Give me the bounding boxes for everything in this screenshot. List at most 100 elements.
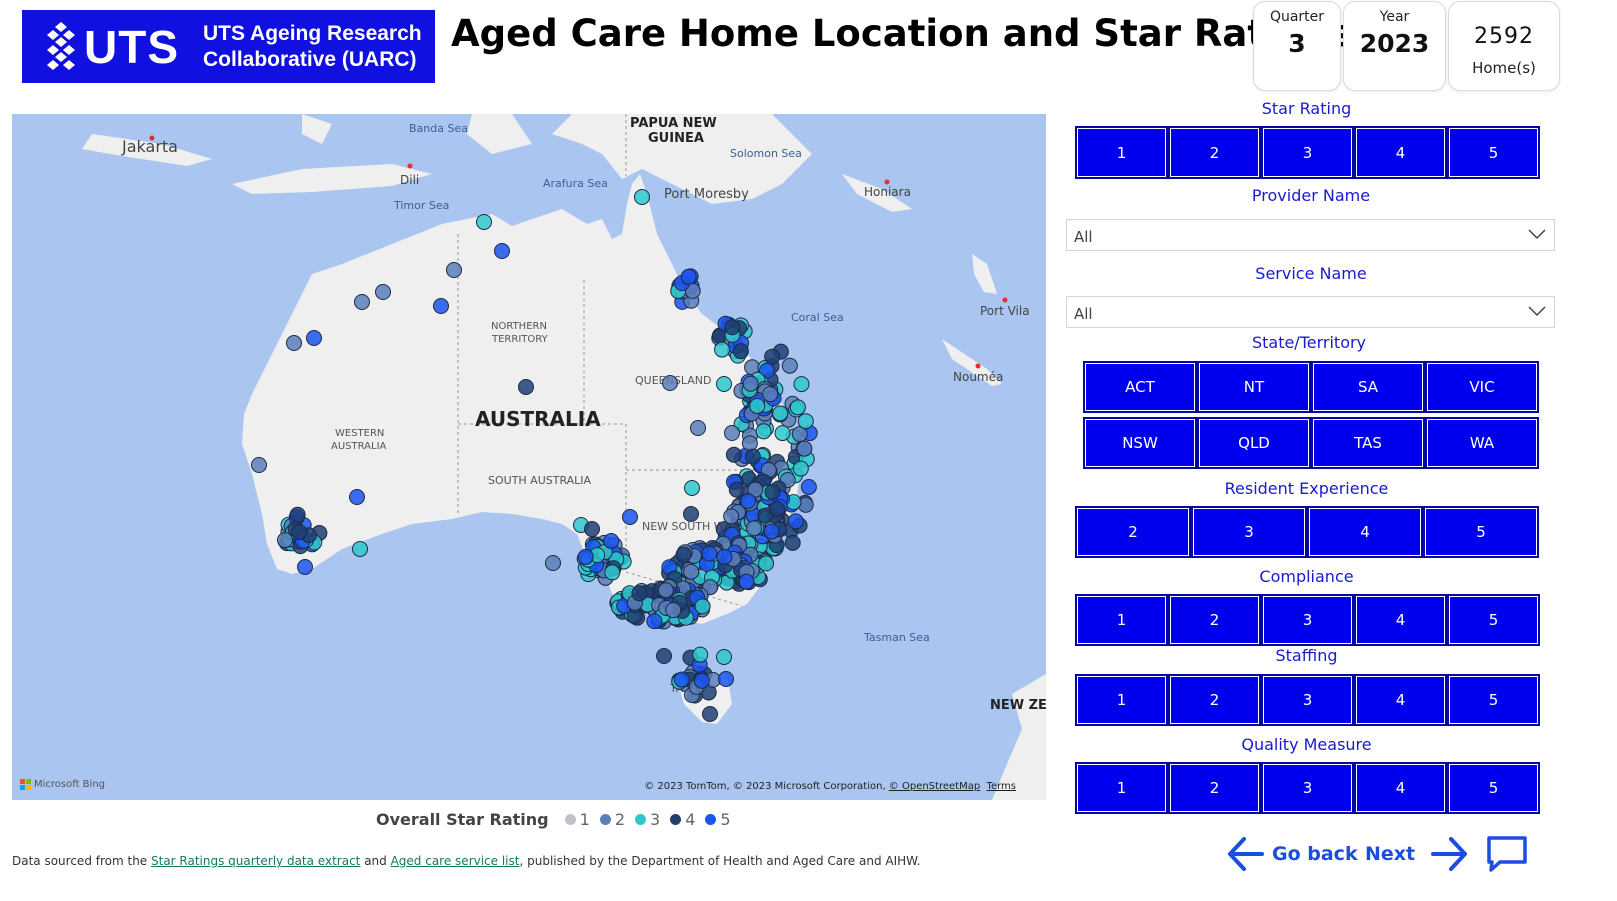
facility-marker-39[interactable] — [781, 357, 798, 374]
quality-measure-2-button[interactable]: 2 — [1168, 762, 1261, 814]
facility-marker-529[interactable] — [375, 284, 391, 300]
resident-experience-4-button[interactable]: 4 — [1307, 506, 1423, 558]
star-ratings-link[interactable]: Star Ratings quarterly data extract — [151, 854, 361, 868]
facility-marker-524[interactable] — [769, 501, 786, 518]
star-rating-3-button[interactable]: 3 — [1261, 126, 1354, 179]
facility-marker-530[interactable] — [354, 294, 370, 310]
facility-markers[interactable] — [251, 189, 818, 722]
facility-marker-525[interactable] — [634, 189, 650, 205]
facility-marker-514[interactable] — [746, 520, 763, 537]
facility-marker-67[interactable] — [741, 435, 758, 452]
compliance-3-button[interactable]: 3 — [1261, 594, 1354, 646]
state-act-button[interactable]: ACT — [1083, 361, 1197, 413]
facility-marker-545[interactable] — [352, 541, 368, 557]
state-sa-button[interactable]: SA — [1311, 361, 1425, 413]
next-button[interactable]: Next — [1365, 835, 1469, 873]
facility-marker-532[interactable] — [286, 335, 302, 351]
facility-marker-83[interactable] — [744, 448, 761, 465]
facility-marker-78[interactable] — [774, 425, 791, 442]
facility-marker-547[interactable] — [545, 555, 561, 571]
staffing-5-button[interactable]: 5 — [1447, 674, 1540, 726]
map[interactable]: Jakarta Banda Sea Dili Timor Sea Arafura… — [12, 114, 1046, 800]
facility-marker-81[interactable] — [792, 460, 809, 477]
state-nt-button[interactable]: NT — [1197, 361, 1311, 413]
facility-marker-527[interactable] — [494, 243, 510, 259]
compliance-2-button[interactable]: 2 — [1168, 594, 1261, 646]
facility-marker-267[interactable] — [716, 548, 733, 565]
facility-marker-543[interactable] — [349, 489, 365, 505]
star-rating-5-button[interactable]: 5 — [1447, 126, 1540, 179]
staffing-4-button[interactable]: 4 — [1354, 674, 1447, 726]
facility-marker-464[interactable] — [673, 671, 690, 688]
facility-marker-550[interactable] — [718, 671, 734, 687]
staffing-3-button[interactable]: 3 — [1261, 674, 1354, 726]
facility-marker-89[interactable] — [784, 534, 801, 551]
resident-experience-2-button[interactable]: 2 — [1075, 506, 1191, 558]
quality-measure-1-button[interactable]: 1 — [1075, 762, 1168, 814]
facility-marker-364[interactable] — [694, 598, 711, 615]
star-rating-4-button[interactable]: 4 — [1354, 126, 1447, 179]
map-canvas[interactable]: Jakarta Banda Sea Dili Timor Sea Arafura… — [12, 114, 1046, 800]
facility-marker-462[interactable] — [693, 672, 710, 689]
terms-link[interactable]: Terms — [986, 781, 1016, 792]
provider-name-dropdown[interactable]: All — [1066, 219, 1555, 251]
facility-marker-71[interactable] — [789, 399, 806, 416]
compliance-5-button[interactable]: 5 — [1447, 594, 1540, 646]
facility-marker-442[interactable] — [289, 506, 306, 523]
facility-marker-521[interactable] — [763, 523, 780, 540]
facility-marker-188[interactable] — [723, 508, 740, 525]
facility-marker-44[interactable] — [755, 423, 772, 440]
facility-marker-536[interactable] — [716, 376, 732, 392]
facility-marker-541[interactable] — [683, 506, 699, 522]
facility-marker-528[interactable] — [446, 262, 462, 278]
facility-marker-85[interactable] — [797, 413, 814, 430]
facility-marker-182[interactable] — [758, 555, 775, 572]
facility-marker-534[interactable] — [518, 379, 534, 395]
service-list-link[interactable]: Aged care service list — [390, 854, 520, 868]
facility-marker-264[interactable] — [701, 545, 718, 562]
state-qld-button[interactable]: QLD — [1197, 417, 1311, 469]
facility-marker-526[interactable] — [476, 214, 492, 230]
facility-marker-535[interactable] — [662, 375, 678, 391]
facility-marker-546[interactable] — [297, 559, 313, 575]
quality-measure-3-button[interactable]: 3 — [1261, 762, 1354, 814]
comment-button[interactable] — [1486, 835, 1528, 873]
facility-marker-481[interactable] — [714, 341, 731, 358]
facility-marker-533[interactable] — [306, 330, 322, 346]
facility-marker-553[interactable] — [584, 521, 600, 537]
facility-marker-365[interactable] — [657, 582, 674, 599]
facility-marker-538[interactable] — [724, 425, 740, 441]
facility-marker-540[interactable] — [740, 493, 756, 509]
facility-marker-261[interactable] — [675, 546, 692, 563]
facility-marker-548[interactable] — [656, 648, 672, 664]
facility-marker-537[interactable] — [690, 420, 706, 436]
facility-marker-268[interactable] — [683, 563, 700, 580]
state-tas-button[interactable]: TAS — [1311, 417, 1425, 469]
facility-marker-544[interactable] — [251, 457, 267, 473]
service-name-dropdown[interactable]: All — [1066, 296, 1555, 328]
facility-marker-84[interactable] — [793, 376, 810, 393]
facility-marker-551[interactable] — [702, 706, 718, 722]
star-rating-1-button[interactable]: 1 — [1075, 126, 1168, 179]
resident-experience-3-button[interactable]: 3 — [1191, 506, 1307, 558]
compliance-1-button[interactable]: 1 — [1075, 594, 1168, 646]
facility-marker-461[interactable] — [692, 646, 709, 663]
staffing-1-button[interactable]: 1 — [1075, 674, 1168, 726]
facility-marker-522[interactable] — [764, 484, 781, 501]
facility-marker-65[interactable] — [796, 440, 813, 457]
facility-marker-266[interactable] — [738, 573, 755, 590]
facility-marker-482[interactable] — [732, 343, 749, 360]
staffing-2-button[interactable]: 2 — [1168, 674, 1261, 726]
quality-measure-4-button[interactable]: 4 — [1354, 762, 1447, 814]
facility-marker-419[interactable] — [577, 548, 594, 565]
state-wa-button[interactable]: WA — [1425, 417, 1539, 469]
facility-marker-444[interactable] — [291, 524, 308, 541]
facility-marker-62[interactable] — [764, 348, 781, 365]
facility-marker-63[interactable] — [728, 481, 745, 498]
facility-marker-118[interactable] — [742, 375, 759, 392]
facility-marker-523[interactable] — [747, 481, 764, 498]
state-nsw-button[interactable]: NSW — [1083, 417, 1197, 469]
osm-link[interactable]: © OpenStreetMap — [888, 781, 981, 792]
facility-marker-117[interactable] — [762, 386, 779, 403]
facility-marker-542[interactable] — [622, 509, 638, 525]
